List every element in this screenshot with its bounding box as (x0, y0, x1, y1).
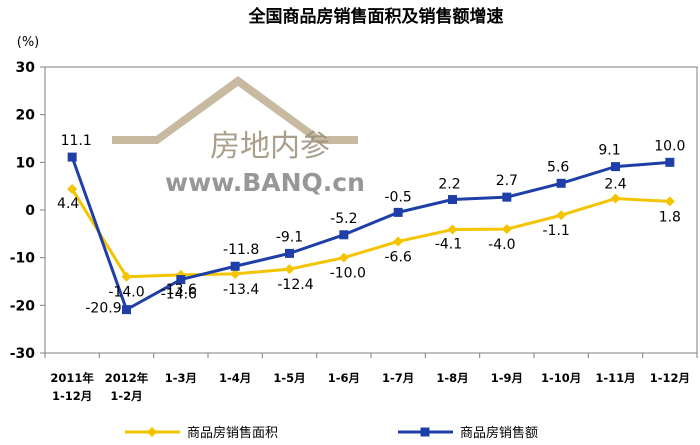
data-label: 11.1 (61, 133, 92, 149)
data-point (339, 230, 349, 240)
data-label: -4.0 (488, 237, 515, 253)
data-point (502, 192, 512, 202)
x-tick-label: 1-11月 (595, 371, 635, 385)
x-tick-label: 1-3月 (165, 371, 197, 385)
data-point (147, 427, 157, 437)
data-label: 2.4 (604, 177, 626, 193)
y-tick-label: -20 (10, 298, 36, 314)
legend-label: 商品房销售面积 (187, 425, 278, 441)
data-label: -12.4 (277, 277, 313, 293)
data-label: 1.8 (659, 209, 681, 225)
data-label: -13.6 (161, 282, 197, 298)
data-label: -9.1 (276, 229, 303, 245)
y-tick-label: -10 (10, 251, 36, 267)
data-label: 2.7 (496, 173, 518, 189)
data-point (556, 178, 566, 188)
plot-frame (44, 66, 698, 354)
data-label: -6.6 (385, 249, 412, 265)
x-tick-label: 2012年 1-2月 (105, 371, 149, 403)
data-point (501, 224, 512, 235)
watermark-url: www.BANQ.cn (165, 168, 365, 197)
data-label: 2.2 (438, 177, 460, 193)
data-point (610, 193, 621, 204)
y-tick-label: 10 (16, 155, 36, 171)
data-point (67, 184, 78, 195)
data-point (230, 261, 240, 271)
data-point (122, 305, 131, 315)
axes: -30 -20 -10 0 10 20 30 2011年 1-12月 2012年 1-2月 1-3月 1… (10, 60, 698, 403)
data-label: -4.1 (435, 237, 462, 253)
data-label: -11.8 (223, 242, 259, 258)
data-label: -1.1 (543, 223, 570, 239)
data-label: 10.0 (654, 138, 685, 154)
data-point (121, 271, 132, 282)
x-tick-label: 1-8月 (436, 371, 468, 385)
data-label: -20.9 (85, 301, 121, 317)
data-point (393, 207, 403, 217)
data-point (556, 210, 567, 221)
x-tick-label: 1-7月 (382, 371, 414, 385)
data-point (393, 236, 404, 247)
data-point (420, 427, 430, 437)
data-point (176, 275, 186, 285)
y-axis-unit: (%) (17, 35, 40, 50)
data-point (664, 196, 675, 207)
x-tick-label: 2011年 1-12月 (50, 371, 94, 403)
x-tick-label: 1-10月 (541, 371, 581, 385)
data-point (285, 248, 294, 258)
data-point (284, 264, 295, 275)
data-label: -10.0 (330, 266, 366, 282)
data-point (67, 152, 77, 162)
data-point (611, 162, 620, 172)
y-tick-label: 20 (16, 108, 36, 124)
watermark-house-icon (112, 76, 358, 144)
data-label: 9.1 (598, 143, 620, 159)
x-tick-label: 1-5月 (273, 371, 305, 385)
watermark: 房地内参 www.BANQ.cn (112, 76, 365, 197)
x-tick-label: 1-12月 (650, 371, 690, 385)
x-tick-label: 1-9月 (491, 371, 523, 385)
series-line (70, 156, 670, 312)
y-tick-label: -30 (10, 346, 36, 362)
y-tick-label: 0 (25, 203, 35, 219)
data-point (230, 268, 241, 279)
legend: 商品房销售面积 商品房销售额 (125, 425, 538, 441)
data-point (447, 224, 458, 235)
data-label: 4.4 (57, 196, 79, 212)
series-layer (67, 152, 675, 315)
watermark-text: 房地内参 (210, 129, 330, 164)
x-tick-label: 1-6月 (328, 371, 360, 385)
data-point (665, 157, 675, 167)
legend-label: 商品房销售额 (460, 425, 538, 441)
series-line (70, 188, 670, 279)
data-point (448, 195, 457, 205)
data-label: -14.6 (161, 287, 197, 303)
data-label: 5.6 (547, 159, 569, 175)
data-label: -5.2 (330, 211, 357, 227)
data-point (338, 252, 349, 263)
chart-title: 全国商品房销售面积及销售额增速 (248, 6, 504, 27)
y-tick-label: 30 (16, 60, 36, 76)
data-label: -0.5 (385, 189, 412, 205)
data-label: -13.4 (223, 282, 259, 298)
x-tick-label: 1-4月 (219, 371, 251, 385)
data-label: -14.0 (108, 285, 144, 301)
data-labels: 4.4 -14.0 -13.6 -13.4 -12.4 -10.0 -6.6 -4.1 -4.0… (57, 133, 685, 317)
